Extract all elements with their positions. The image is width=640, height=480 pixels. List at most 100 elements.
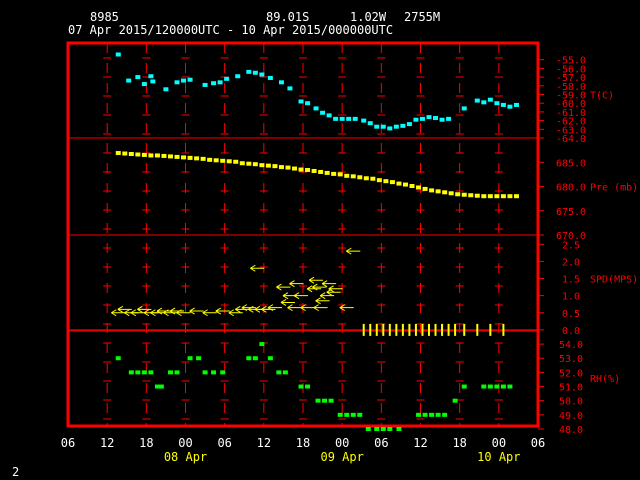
temperature-point (352, 116, 358, 121)
panel-label: SPD(MPS) (590, 275, 638, 286)
wind-arrow (111, 309, 126, 317)
temperature-point (393, 124, 399, 129)
y-tick-label: 52.0 (559, 368, 583, 379)
y-tick-label: 1.0 (562, 292, 580, 303)
temperature-point (187, 77, 193, 82)
wind-arrow (289, 280, 304, 288)
y-tick-label: -64.0 (556, 134, 586, 145)
date-label: 10 Apr (477, 450, 520, 464)
humidity-point (196, 356, 202, 361)
temperature-point (115, 52, 121, 57)
temperature-point (326, 113, 332, 118)
y-tick-label: -60.0 (556, 99, 586, 110)
x-tick-label: 18 (296, 436, 310, 450)
temperature-point (494, 101, 500, 106)
humidity-point (487, 384, 493, 389)
humidity-point (298, 384, 304, 389)
pressure-point (429, 188, 435, 193)
wind-arrow (308, 276, 324, 284)
temperature-point (346, 116, 352, 121)
humidity-point (380, 427, 386, 431)
pressure-point (448, 191, 454, 196)
wind-arrow (261, 305, 276, 313)
y-tick-label: -55.0 (556, 56, 586, 67)
wind-arrow (169, 307, 185, 315)
pressure-point (115, 151, 121, 156)
pressure-point (220, 158, 226, 163)
panel-label: Pre (mb) (590, 183, 638, 194)
pressure-point (252, 162, 258, 167)
wind-arrow (202, 309, 217, 317)
x-tick-label: 06 (374, 436, 388, 450)
wind-arrow (117, 305, 132, 313)
pressure-point (500, 194, 506, 199)
wind-arrow (215, 307, 230, 315)
temperature-point (313, 106, 319, 111)
wind-arrow (250, 264, 265, 272)
x-tick-label: 06 (531, 436, 545, 450)
humidity-point (350, 412, 356, 417)
temperature-point (500, 102, 506, 107)
x-tick-label: 00 (335, 436, 349, 450)
humidity-point (387, 427, 393, 431)
x-tick-label: 12 (257, 436, 271, 450)
humidity-point (452, 398, 458, 403)
humidity-point (322, 398, 328, 403)
pressure-point (161, 153, 167, 158)
pressure-point (350, 174, 356, 179)
pressure-point (200, 156, 206, 161)
humidity-point (135, 370, 141, 375)
temperature-point (446, 116, 452, 121)
wind-arrow (319, 292, 335, 300)
pressure-point (344, 173, 350, 178)
x-tick-label: 18 (139, 436, 153, 450)
x-tick-label: 12 (100, 436, 114, 450)
panel-label: T(C) (590, 91, 614, 102)
wind-arrow (306, 285, 322, 293)
pressure-point (128, 152, 134, 157)
wind-arrow (315, 297, 330, 305)
pressure-point (122, 151, 128, 156)
wind-arrow (235, 305, 250, 313)
pressure-point (370, 176, 376, 181)
temperature-point (461, 106, 467, 111)
pressure-point (141, 152, 147, 157)
pressure-point (148, 153, 154, 158)
humidity-point (187, 356, 193, 361)
y-tick-label: 675.0 (556, 207, 586, 218)
y-tick-label: 685.0 (556, 158, 586, 169)
wind-arrow (346, 247, 361, 255)
pressure-point (422, 186, 428, 191)
pressure-point (376, 178, 382, 183)
humidity-point (344, 412, 350, 417)
pressure-point (259, 163, 265, 168)
humidity-point (305, 384, 311, 389)
x-tick-label: 00 (178, 436, 192, 450)
humidity-point (374, 427, 380, 431)
temperature-point (406, 122, 412, 127)
wind-arrow (150, 309, 165, 317)
pressure-point (331, 171, 337, 176)
temperature-point (474, 98, 480, 103)
humidity-point (128, 370, 134, 375)
pressure-point (278, 165, 284, 170)
wind-arrow (267, 304, 282, 312)
temperature-point (252, 70, 258, 75)
humidity-point (328, 398, 334, 403)
humidity-point (461, 384, 467, 389)
wind-arrow (276, 283, 291, 291)
humidity-point (282, 370, 288, 375)
pressure-point (389, 180, 395, 185)
y-tick-label: -57.0 (556, 73, 586, 84)
pressure-point (402, 182, 408, 187)
temperature-point (513, 102, 519, 107)
temperature-point (267, 75, 273, 80)
temperature-point (246, 69, 252, 74)
temperature-point (135, 75, 141, 80)
humidity-point (252, 356, 258, 361)
temperature-point (224, 76, 230, 81)
wind-arrow (156, 307, 171, 315)
humidity-point (396, 427, 402, 431)
pressure-point (246, 161, 252, 166)
pressure-point (194, 156, 200, 161)
